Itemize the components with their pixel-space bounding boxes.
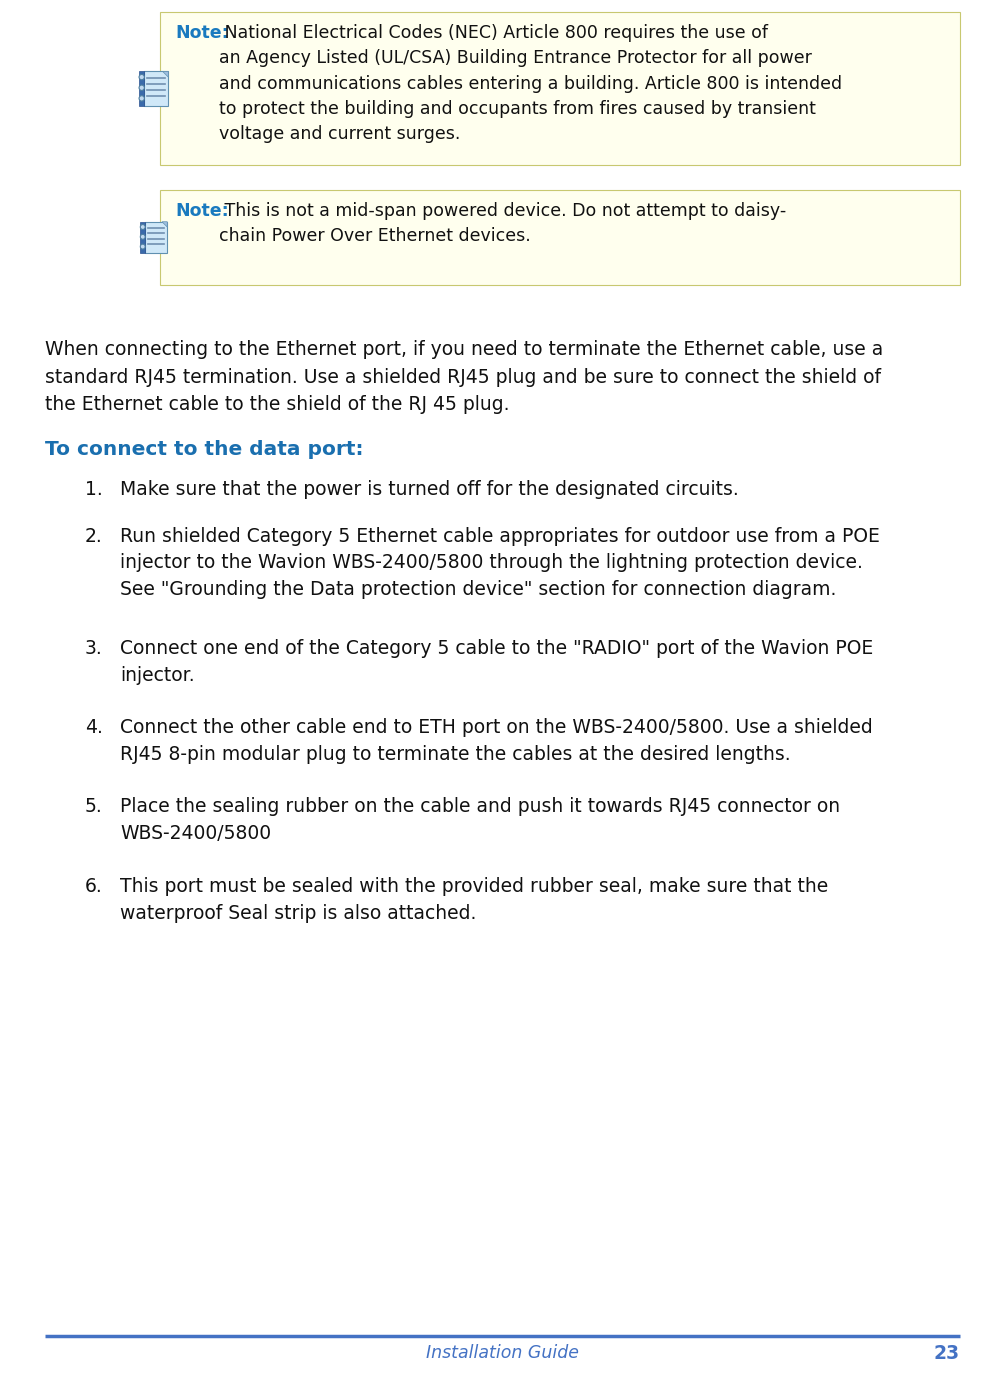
FancyBboxPatch shape xyxy=(139,71,145,106)
FancyBboxPatch shape xyxy=(145,221,167,253)
Circle shape xyxy=(141,224,145,229)
Text: To connect to the data port:: To connect to the data port: xyxy=(45,440,364,459)
Text: Note:: Note: xyxy=(175,202,229,220)
FancyBboxPatch shape xyxy=(160,190,960,284)
Text: Place the sealing rubber on the cable and push it towards RJ45 connector on
WBS-: Place the sealing rubber on the cable an… xyxy=(120,797,840,844)
Text: National Electrical Codes (NEC) Article 800 requires the use of
an Agency Listed: National Electrical Codes (NEC) Article … xyxy=(219,23,842,143)
Text: This port must be sealed with the provided rubber seal, make sure that the
water: This port must be sealed with the provid… xyxy=(120,877,828,922)
Text: 23: 23 xyxy=(934,1344,960,1363)
Text: When connecting to the Ethernet port, if you need to terminate the Ethernet cabl: When connecting to the Ethernet port, if… xyxy=(45,339,883,415)
Text: 1.: 1. xyxy=(85,480,103,499)
Circle shape xyxy=(141,245,145,249)
Circle shape xyxy=(141,235,145,239)
Text: Make sure that the power is turned off for the designated circuits.: Make sure that the power is turned off f… xyxy=(120,480,739,499)
Polygon shape xyxy=(163,71,168,77)
Text: Note:: Note: xyxy=(175,23,229,43)
Text: Installation Guide: Installation Guide xyxy=(426,1344,579,1362)
FancyBboxPatch shape xyxy=(141,221,145,253)
Text: 3.: 3. xyxy=(85,639,103,658)
Circle shape xyxy=(139,96,145,102)
Text: This is not a mid-span powered device. Do not attempt to daisy-
chain Power Over: This is not a mid-span powered device. D… xyxy=(219,202,786,246)
Text: Connect one end of the Category 5 cable to the "RADIO" port of the Wavion POE
in: Connect one end of the Category 5 cable … xyxy=(120,639,873,684)
Text: 6.: 6. xyxy=(85,877,103,896)
Text: Run shielded Category 5 Ethernet cable appropriates for outdoor use from a POE
i: Run shielded Category 5 Ethernet cable a… xyxy=(120,526,879,599)
Circle shape xyxy=(139,74,145,80)
Text: 4.: 4. xyxy=(85,719,103,736)
Text: 2.: 2. xyxy=(85,526,103,545)
FancyBboxPatch shape xyxy=(160,12,960,165)
Text: Connect the other cable end to ETH port on the WBS-2400/5800. Use a shielded
RJ4: Connect the other cable end to ETH port … xyxy=(120,719,872,764)
Circle shape xyxy=(139,85,145,91)
Text: 5.: 5. xyxy=(85,797,103,816)
FancyBboxPatch shape xyxy=(144,71,168,106)
Polygon shape xyxy=(162,221,167,227)
